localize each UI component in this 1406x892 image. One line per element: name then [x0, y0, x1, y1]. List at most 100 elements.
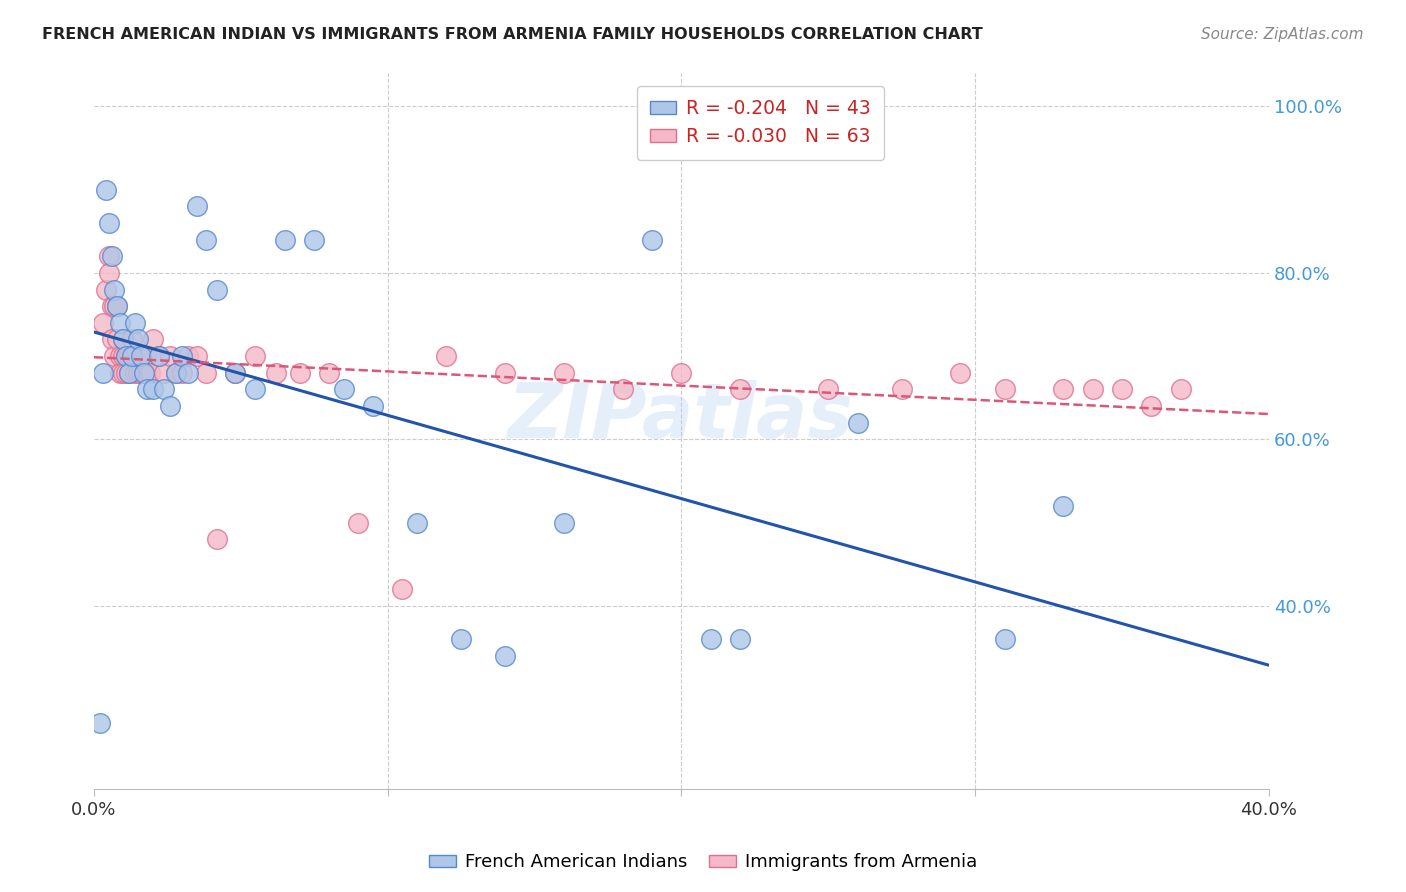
Point: [194, 366, 217, 380]
Point: [97, 266, 120, 280]
Point: [1081, 383, 1104, 397]
Point: [132, 366, 155, 380]
Point: [127, 333, 149, 347]
Point: [121, 349, 143, 363]
Point: [112, 366, 135, 380]
Point: [142, 333, 165, 347]
Point: [165, 366, 187, 380]
Point: [115, 349, 138, 363]
Point: [103, 299, 125, 313]
Point: [406, 516, 429, 530]
Point: [97, 249, 120, 263]
Point: [100, 333, 122, 347]
Point: [186, 199, 208, 213]
Point: [107, 299, 129, 313]
Point: [110, 316, 132, 330]
Point: [97, 216, 120, 230]
Point: [94, 283, 117, 297]
Point: [1111, 383, 1133, 397]
Point: [177, 366, 200, 380]
Point: [127, 349, 149, 363]
Point: [118, 349, 141, 363]
Point: [103, 283, 125, 297]
Point: [148, 349, 170, 363]
Point: [107, 299, 129, 313]
Point: [612, 383, 634, 397]
Point: [436, 349, 458, 363]
Point: [207, 283, 229, 297]
Point: [817, 383, 839, 397]
Point: [115, 349, 138, 363]
Point: [153, 366, 176, 380]
Point: [121, 349, 143, 363]
Point: [641, 233, 664, 247]
Point: [993, 383, 1015, 397]
Point: [135, 349, 157, 363]
Point: [207, 533, 229, 547]
Point: [132, 366, 155, 380]
Point: [728, 632, 751, 647]
Point: [671, 366, 693, 380]
Point: [115, 366, 138, 380]
Legend: French American Indians, Immigrants from Armenia: French American Indians, Immigrants from…: [422, 847, 984, 879]
Point: [302, 233, 325, 247]
Point: [91, 366, 114, 380]
Point: [129, 349, 152, 363]
Point: [124, 366, 146, 380]
Text: ZIPatlas: ZIPatlas: [509, 380, 855, 454]
Point: [332, 383, 354, 397]
Point: [94, 183, 117, 197]
Point: [153, 383, 176, 397]
Point: [159, 349, 181, 363]
Point: [127, 366, 149, 380]
Point: [194, 233, 217, 247]
Point: [993, 632, 1015, 647]
Point: [224, 366, 246, 380]
Point: [245, 349, 267, 363]
Point: [118, 366, 141, 380]
Point: [347, 516, 370, 530]
Point: [110, 366, 132, 380]
Point: [89, 715, 111, 730]
Point: [110, 349, 132, 363]
Point: [494, 366, 516, 380]
Point: [159, 399, 181, 413]
Point: [361, 399, 384, 413]
Point: [112, 349, 135, 363]
Point: [103, 349, 125, 363]
Point: [124, 349, 146, 363]
Text: Source: ZipAtlas.com: Source: ZipAtlas.com: [1201, 27, 1364, 42]
Point: [288, 366, 311, 380]
Point: [494, 648, 516, 663]
Point: [100, 249, 122, 263]
Point: [318, 366, 340, 380]
Point: [121, 333, 143, 347]
Point: [553, 516, 575, 530]
Point: [148, 349, 170, 363]
Point: [391, 582, 413, 597]
Point: [949, 366, 972, 380]
Point: [890, 383, 912, 397]
Point: [112, 333, 135, 347]
Point: [245, 383, 267, 397]
Point: [264, 366, 287, 380]
Point: [124, 316, 146, 330]
Point: [118, 366, 141, 380]
Point: [170, 366, 193, 380]
Text: FRENCH AMERICAN INDIAN VS IMMIGRANTS FROM ARMENIA FAMILY HOUSEHOLDS CORRELATION : FRENCH AMERICAN INDIAN VS IMMIGRANTS FRO…: [42, 27, 983, 42]
Point: [224, 366, 246, 380]
Point: [129, 366, 152, 380]
Point: [142, 383, 165, 397]
Point: [846, 416, 869, 430]
Point: [186, 349, 208, 363]
Point: [553, 366, 575, 380]
Point: [728, 383, 751, 397]
Point: [135, 383, 157, 397]
Point: [1170, 383, 1192, 397]
Point: [1140, 399, 1163, 413]
Point: [135, 366, 157, 380]
Point: [1052, 499, 1074, 513]
Point: [129, 349, 152, 363]
Point: [1052, 383, 1074, 397]
Legend: R = -0.204   N = 43, R = -0.030   N = 63: R = -0.204 N = 43, R = -0.030 N = 63: [637, 86, 883, 160]
